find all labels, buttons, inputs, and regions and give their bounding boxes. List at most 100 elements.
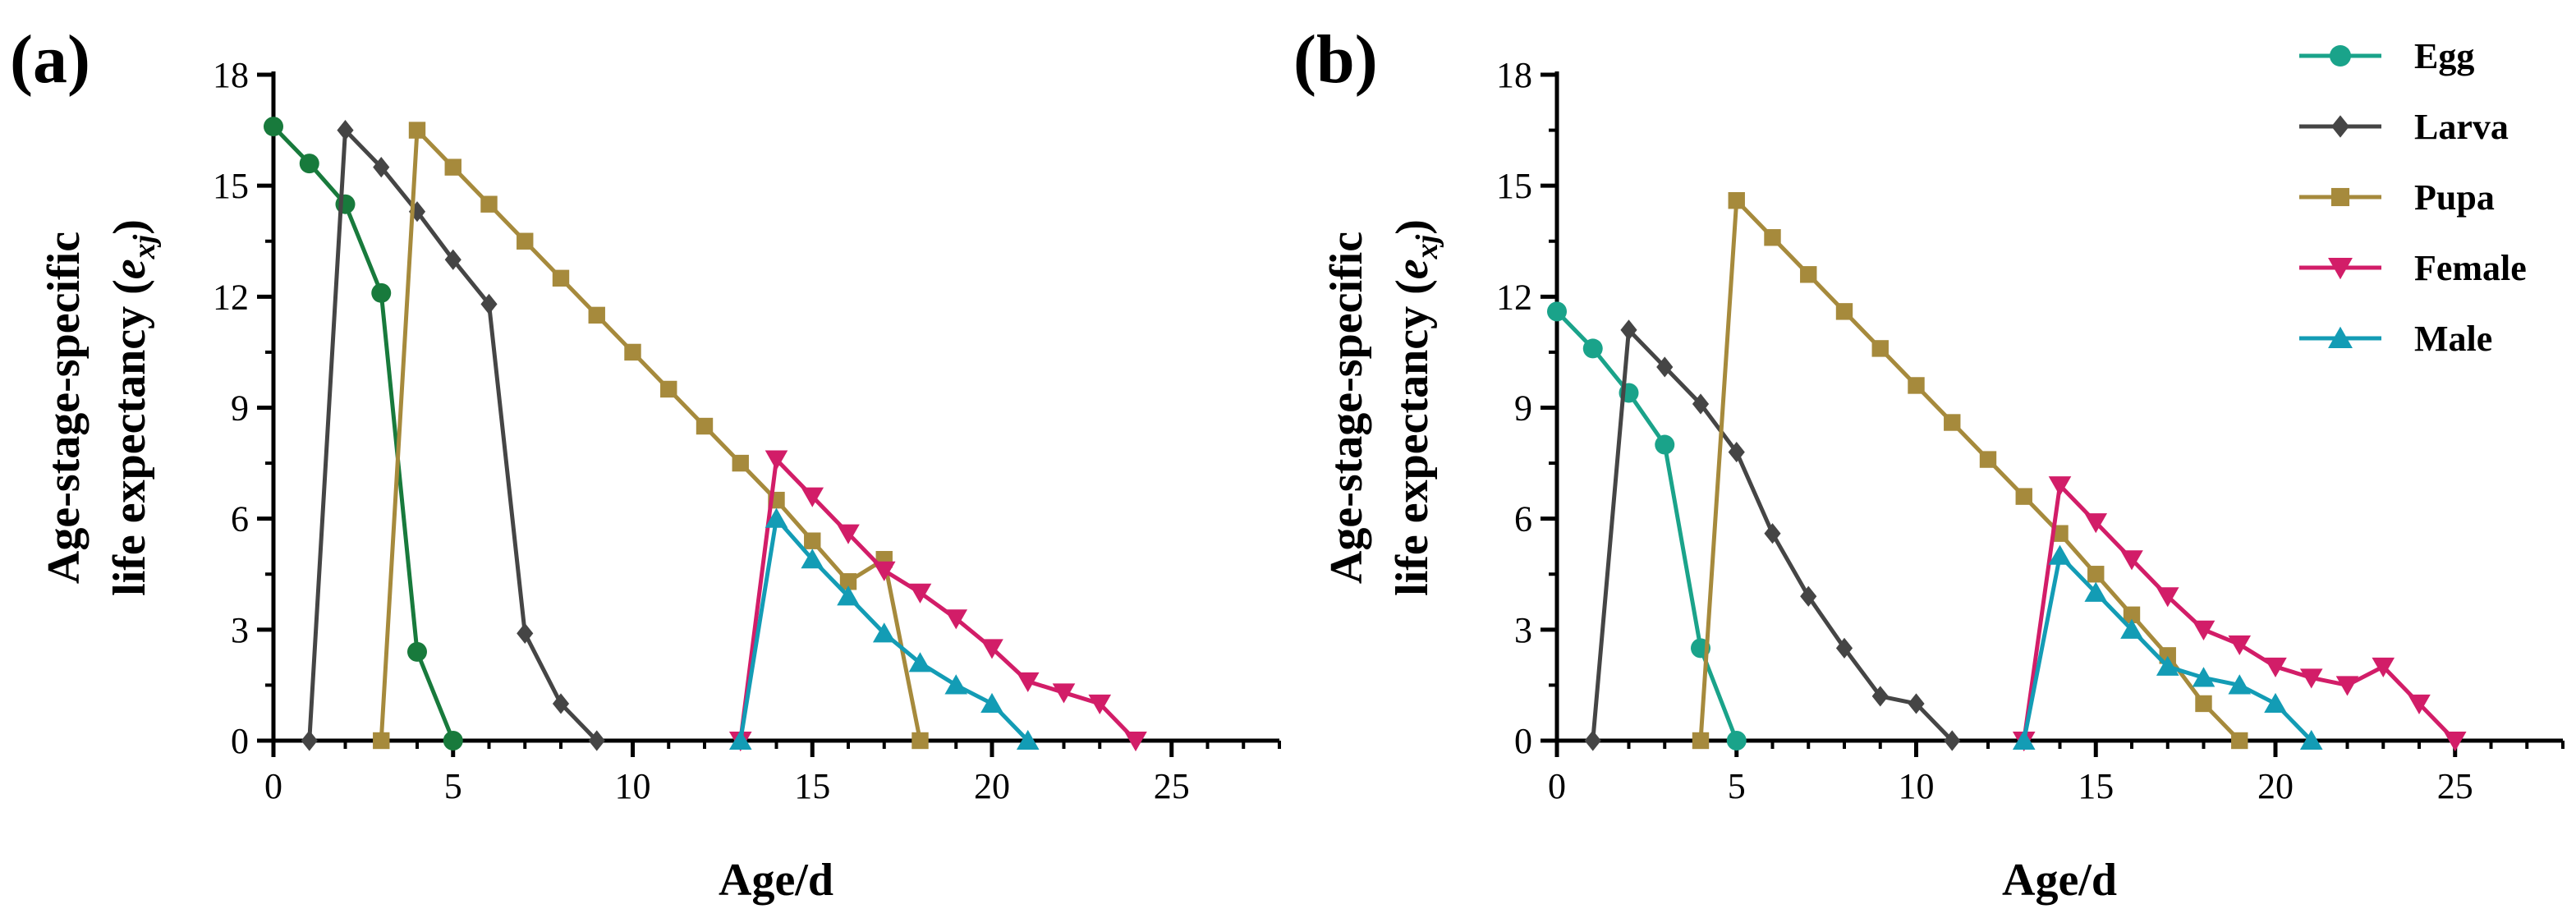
y-tick-label: 12 <box>213 277 249 317</box>
series-line-female <box>738 457 1137 742</box>
y-axis-title-symbol: e <box>104 259 155 279</box>
x-tick-label: 0 <box>1548 766 1566 806</box>
data-point-pupa <box>2195 695 2212 713</box>
y-tick-label: 0 <box>231 721 249 761</box>
data-point-female <box>2048 476 2072 497</box>
data-point-larva <box>480 293 498 314</box>
data-point-larva <box>373 157 390 178</box>
x-tick-label: 20 <box>974 766 1010 806</box>
data-point-egg <box>264 117 283 137</box>
data-point-male <box>2299 729 2323 750</box>
y-axis-title-line2: life expectancy (exj) <box>104 219 162 596</box>
y-tick-label: 9 <box>231 388 249 429</box>
x-tick-label: 20 <box>2257 766 2294 806</box>
data-point-egg <box>1582 338 1603 359</box>
data-point-male <box>2156 655 2179 676</box>
y-tick-label: 18 <box>213 55 249 95</box>
y-axis-title-symbol: e <box>1387 259 1438 279</box>
legend-item-egg: Egg <box>2299 36 2474 76</box>
y-axis-title-close: ) <box>104 219 155 235</box>
data-point-pupa <box>408 122 426 139</box>
data-point-larva <box>1584 730 1601 751</box>
data-point-male <box>980 692 1003 713</box>
data-point-female <box>2120 550 2143 571</box>
data-point-female <box>1052 683 1076 704</box>
series-line-female <box>2022 483 2457 742</box>
legend-label: Egg <box>2414 36 2474 76</box>
data-point-male <box>2084 581 2108 602</box>
data-point-pupa <box>1764 229 1781 246</box>
data-point-female <box>1016 672 1040 693</box>
panel-a: (a) 0 3 6 9 12 15 18 0 5 10 15 20 25 Age/d Age-stage-sp… <box>10 21 1281 906</box>
data-point-male <box>2264 692 2287 713</box>
data-point-female <box>2084 513 2108 534</box>
series-line-pupa <box>379 128 922 741</box>
data-point-male <box>2192 667 2216 687</box>
data-point-pupa <box>1944 414 1961 431</box>
legend-item-male: Male <box>2299 319 2492 359</box>
data-point-pupa <box>373 732 390 750</box>
data-point-larva <box>1800 585 1817 607</box>
data-point-female <box>944 609 968 630</box>
data-point-pupa <box>2087 566 2105 583</box>
data-point-female <box>2156 587 2179 608</box>
y-tick-label: 15 <box>213 166 249 206</box>
legend-label: Male <box>2414 319 2492 359</box>
legend-marker-larva <box>2331 115 2349 138</box>
data-point-male <box>801 549 824 569</box>
data-point-larva <box>1944 730 1961 751</box>
series-male <box>728 507 1040 750</box>
data-point-pupa <box>1835 303 1853 320</box>
data-point-male <box>2012 729 2036 750</box>
data-point-male <box>837 585 860 606</box>
series-line-pupa <box>1698 198 2242 742</box>
data-point-egg <box>335 194 356 214</box>
data-point-larva <box>444 249 461 270</box>
panel-label: (a) <box>10 21 90 98</box>
y-tick-label: 3 <box>231 610 249 650</box>
series-pupa <box>373 122 929 750</box>
y-tick-label: 9 <box>1514 388 1532 429</box>
legend-marker-male <box>2328 326 2353 348</box>
x-tick-label: 10 <box>1899 766 1935 806</box>
data-point-larva <box>1656 356 1674 378</box>
y-axis-title-text: life expectancy ( <box>1387 279 1438 596</box>
x-tick-label: 10 <box>615 766 651 806</box>
y-axis-title-line1: Age-stage-specific <box>1321 232 1372 584</box>
data-point-male <box>2048 544 2072 565</box>
y-tick-label: 18 <box>1496 55 1532 95</box>
data-point-larva <box>1692 393 1710 415</box>
series-female <box>2012 476 2467 752</box>
x-tick-label: 0 <box>264 766 282 806</box>
data-point-pupa <box>588 306 605 324</box>
data-point-larva <box>1871 686 1889 707</box>
legend-label: Pupa <box>2414 177 2495 218</box>
x-tick-label: 15 <box>2078 766 2114 806</box>
y-axis-title-line1: Age-stage-specific <box>39 232 90 584</box>
y-axis-title-line2: life expectancy (exj) <box>1387 219 1444 596</box>
data-point-egg <box>443 731 463 750</box>
data-point-pupa <box>804 532 821 549</box>
legend-item-female: Female <box>2299 248 2527 288</box>
y-axis-title-text: life expectancy ( <box>104 279 155 596</box>
data-point-female <box>2335 676 2359 696</box>
legend-item-pupa: Pupa <box>2299 177 2495 218</box>
data-point-egg <box>1726 731 1747 750</box>
data-point-pupa <box>2123 606 2141 624</box>
data-point-male <box>1016 729 1040 750</box>
data-point-pupa <box>1871 340 1889 357</box>
series-egg <box>264 117 463 750</box>
data-point-female <box>980 639 1003 659</box>
panel-label: (b) <box>1293 21 1378 98</box>
data-point-larva <box>517 622 534 644</box>
x-tick-label: 5 <box>1728 766 1746 806</box>
data-point-egg <box>1655 434 1675 455</box>
data-point-larva <box>588 730 605 751</box>
data-point-larva <box>301 730 318 751</box>
data-point-pupa <box>1728 191 1745 209</box>
data-point-pupa <box>732 454 749 472</box>
data-point-larva <box>1620 319 1637 341</box>
x-axis-title: Age/d <box>2002 855 2117 906</box>
data-point-male <box>944 674 968 695</box>
data-point-male <box>728 729 752 750</box>
